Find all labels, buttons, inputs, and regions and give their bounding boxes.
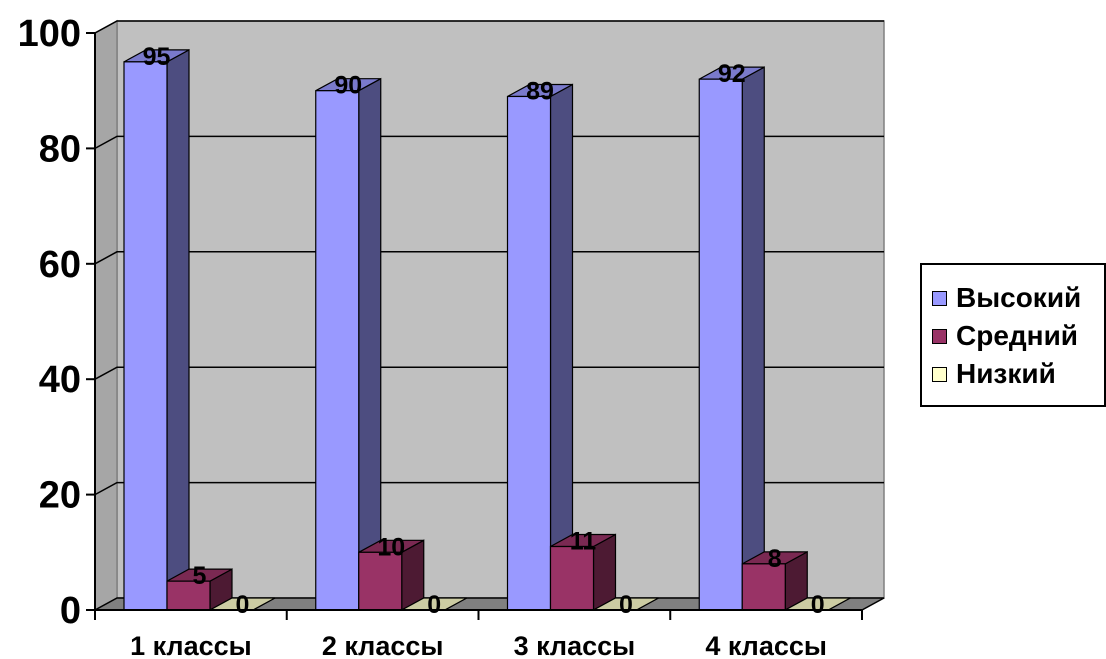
legend-label-low: Низкий <box>956 358 1056 389</box>
gridlines <box>94 20 884 496</box>
data-label: 0 <box>619 591 633 619</box>
legend: Высокий Средний Низкий <box>920 263 1106 407</box>
y-tick-label: 0 <box>60 590 81 632</box>
category-label: 1 классы <box>130 631 252 659</box>
y-tick-label: 80 <box>39 128 81 170</box>
bar-front <box>358 551 403 611</box>
bar <box>506 83 574 612</box>
gridline <box>94 481 884 496</box>
y-tick-label: 60 <box>39 244 81 286</box>
data-label: 11 <box>570 528 597 556</box>
data-label: 0 <box>811 591 825 619</box>
legend-swatch-high <box>932 290 947 306</box>
y-tick-label: 100 <box>18 13 81 55</box>
back-wall <box>116 20 885 599</box>
data-label: 5 <box>193 562 207 590</box>
bar-side <box>741 66 765 612</box>
bar-front <box>698 78 743 611</box>
bar-side <box>358 77 382 612</box>
gridline <box>94 20 884 34</box>
data-label: 89 <box>526 77 554 105</box>
data-label: 92 <box>718 60 746 88</box>
side-wall <box>94 19 118 612</box>
data-label: 0 <box>236 591 250 619</box>
axes <box>86 32 863 620</box>
bar <box>741 550 808 612</box>
category-label: 4 классы <box>705 631 827 659</box>
bar-front <box>166 580 211 611</box>
legend-swatch-medium <box>932 328 947 344</box>
legend-swatch-low <box>932 366 947 382</box>
data-label: 95 <box>143 43 171 71</box>
category-label: 3 классы <box>514 631 636 659</box>
category-label: 2 классы <box>322 631 444 659</box>
gridline <box>94 135 884 150</box>
bar <box>698 66 765 612</box>
bar <box>166 568 233 612</box>
legend-label-high: Высокий <box>956 282 1082 313</box>
data-label: 10 <box>377 533 405 561</box>
legend-item-high: Высокий <box>932 281 1081 315</box>
bar <box>123 48 190 612</box>
bar-front <box>315 90 360 611</box>
y-tick-label: 20 <box>39 475 81 517</box>
bar-front <box>123 61 168 611</box>
bar-side <box>166 48 190 612</box>
legend-item-medium: Средний <box>932 319 1078 353</box>
legend-label-medium: Средний <box>956 320 1079 351</box>
data-label: 90 <box>334 72 362 100</box>
bar <box>358 539 425 612</box>
gridline <box>94 251 884 265</box>
bar <box>315 77 382 612</box>
data-label: 8 <box>768 545 782 573</box>
bar-front <box>506 95 552 611</box>
bar-side <box>592 533 617 612</box>
data-label: 0 <box>427 591 441 619</box>
bar-front <box>549 545 595 611</box>
y-tick-label: 40 <box>39 359 81 401</box>
bars <box>123 48 851 612</box>
plot-walls <box>94 19 885 612</box>
gridline <box>94 366 884 380</box>
legend-item-low: Низкий <box>932 357 1056 391</box>
